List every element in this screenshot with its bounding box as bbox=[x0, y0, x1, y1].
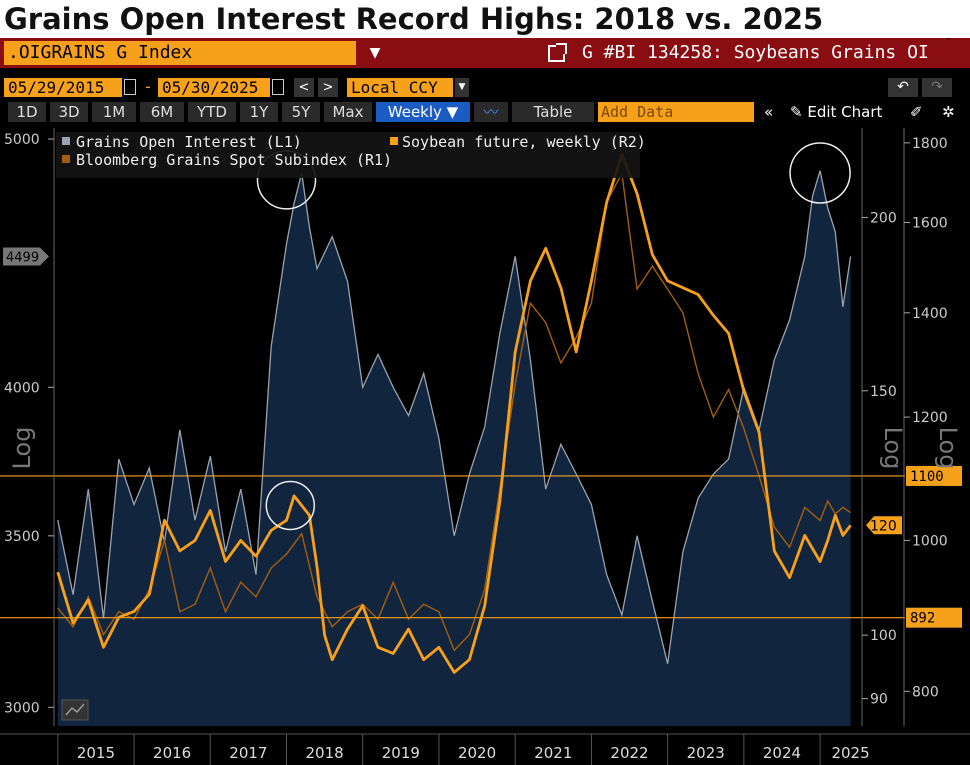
date-separator: - bbox=[145, 77, 151, 96]
x-axis-tick-label: 2015 bbox=[77, 744, 115, 762]
external-link-icon[interactable] bbox=[548, 43, 567, 62]
frequency-select[interactable]: Weekly ▼ bbox=[376, 102, 470, 122]
r2-last-value-label: 120 bbox=[870, 518, 897, 534]
redo-button[interactable]: ↷ bbox=[922, 78, 952, 97]
page-title: Grains Open Interest Record Highs: 2018 … bbox=[4, 2, 824, 36]
x-axis-tick-label: 2019 bbox=[382, 744, 420, 762]
left-last-value-marker bbox=[3, 247, 49, 266]
left-axis-label: Log bbox=[8, 427, 36, 470]
chart-area[interactable]: 1100 892 5000 4000 3500 3000 4499 Log 200 150 100 9… bbox=[0, 38, 970, 765]
r2-axis-tick-label: 90 bbox=[870, 692, 888, 708]
legend-open-interest: Grains Open Interest (L1) bbox=[76, 133, 302, 151]
left-axis-tick-label: 5000 bbox=[4, 132, 40, 148]
grains-spot-line[interactable] bbox=[57, 171, 851, 652]
x-axis-tick-label: 2022 bbox=[610, 744, 648, 762]
x-axis-tick-label: 2016 bbox=[153, 744, 191, 762]
table-button[interactable]: Table bbox=[512, 102, 594, 122]
r1-last-value-label: 1042¼ bbox=[912, 38, 951, 42]
chart-legend: Grains Open Interest (L1) Soybean future… bbox=[56, 132, 646, 178]
next-period-button[interactable]: > bbox=[318, 78, 338, 97]
date-controls: 05/29/2015 - 05/30/2025 < > Local CCY ▼ … bbox=[0, 76, 970, 98]
r2-axis-tick-label: 150 bbox=[870, 384, 897, 400]
r1-axis-tick-label: 1600 bbox=[912, 216, 948, 232]
open-interest-area bbox=[57, 170, 851, 726]
reference-line-label: 1100 bbox=[910, 469, 944, 485]
period-max-button[interactable]: Max bbox=[324, 102, 372, 122]
currency-select[interactable]: Local CCY bbox=[347, 78, 453, 97]
x-axis-tick-label: 2021 bbox=[534, 744, 572, 762]
chart-type-icon[interactable]: 〰 bbox=[474, 102, 508, 122]
r2-axis-tick-label: 100 bbox=[870, 628, 897, 644]
period-3d-button[interactable]: 3D bbox=[50, 102, 88, 122]
left-last-value-label: 4499 bbox=[6, 251, 39, 266]
reference-label-box bbox=[906, 607, 962, 628]
r1-axis-tick-label: 800 bbox=[912, 684, 939, 700]
r1-axis-tick-label: 1000 bbox=[912, 533, 948, 549]
x-axis-tick-label: 2024 bbox=[763, 744, 801, 762]
calendar-icon[interactable] bbox=[272, 79, 284, 95]
r2-axis-label: Log bbox=[879, 427, 907, 470]
chart-thumbnail-icon-line bbox=[65, 703, 85, 716]
r1-axis-tick-label: 1200 bbox=[912, 410, 948, 426]
left-axis-tick-label: 3000 bbox=[4, 700, 40, 716]
chart-toolbar: 1D 3D 1M 6M YTD 1Y 5Y Max Weekly ▼ 〰 Tab… bbox=[0, 100, 970, 124]
header-bar: .OIGRAINS G Index ▼ G #BI 134258: Soybea… bbox=[0, 38, 970, 68]
legend-swatch-soybean bbox=[390, 137, 398, 145]
legend-grains-spot: Bloomberg Grains Spot Subindex (R1) bbox=[76, 151, 393, 169]
r1-axis-tick-label: 1800 bbox=[912, 136, 948, 152]
r1-axis-label: Log bbox=[934, 427, 962, 470]
period-6m-button[interactable]: 6M bbox=[140, 102, 184, 122]
x-axis-tick-label: 2023 bbox=[687, 744, 725, 762]
highlight-circle-soybean-2018 bbox=[265, 480, 316, 531]
ticker-dropdown-button[interactable]: ▼ bbox=[358, 41, 392, 65]
add-data-input[interactable]: Add Data bbox=[598, 102, 754, 122]
legend-soybean: Soybean future, weekly (R2) bbox=[402, 133, 646, 151]
reference-line-label: 892 bbox=[910, 611, 935, 627]
legend-swatch-grains-spot bbox=[62, 155, 70, 163]
highlight-circle-2025 bbox=[789, 142, 851, 204]
reference-label-box bbox=[906, 465, 962, 486]
edit-chart-button[interactable]: ✎ Edit Chart bbox=[790, 103, 883, 121]
left-axis-tick-label: 4000 bbox=[4, 380, 40, 396]
x-axis-tick-label: 2018 bbox=[306, 744, 344, 762]
r2-axis-tick-label: 200 bbox=[870, 210, 897, 226]
calendar-icon[interactable] bbox=[124, 79, 136, 95]
collapse-icon[interactable]: « bbox=[764, 103, 774, 121]
ticker-input[interactable]: .OIGRAINS G Index bbox=[4, 41, 356, 65]
x-axis-tick-label: 2025 bbox=[831, 744, 869, 762]
currency-dropdown-icon[interactable]: ▼ bbox=[455, 78, 469, 97]
legend-swatch-open-interest bbox=[62, 137, 70, 145]
period-1y-button[interactable]: 1Y bbox=[240, 102, 278, 122]
prev-period-button[interactable]: < bbox=[294, 78, 314, 97]
period-1m-button[interactable]: 1M bbox=[92, 102, 136, 122]
x-axis-tick-label: 2017 bbox=[229, 744, 267, 762]
period-ytd-button[interactable]: YTD bbox=[188, 102, 236, 122]
terminal-window: .OIGRAINS G Index ▼ G #BI 134258: Soybea… bbox=[0, 38, 970, 765]
period-1d-button[interactable]: 1D bbox=[8, 102, 46, 122]
x-axis-band bbox=[0, 734, 970, 765]
period-5y-button[interactable]: 5Y bbox=[282, 102, 320, 122]
start-date-input[interactable]: 05/29/2015 bbox=[4, 78, 122, 97]
end-date-input[interactable]: 05/30/2025 bbox=[158, 78, 270, 97]
annotate-icon[interactable]: ✐ bbox=[910, 103, 923, 121]
security-title: G #BI 134258: Soybeans Grains OI bbox=[582, 42, 929, 63]
r1-axis-tick-label: 1400 bbox=[912, 306, 948, 322]
undo-button[interactable]: ↶ bbox=[888, 78, 918, 97]
r2-last-value-marker bbox=[866, 516, 902, 535]
x-axis-tick-label: 2020 bbox=[458, 744, 496, 762]
soybean-line[interactable] bbox=[56, 153, 852, 674]
left-axis-tick-label: 3500 bbox=[4, 529, 40, 545]
settings-gear-icon[interactable]: ✲ bbox=[942, 103, 955, 121]
